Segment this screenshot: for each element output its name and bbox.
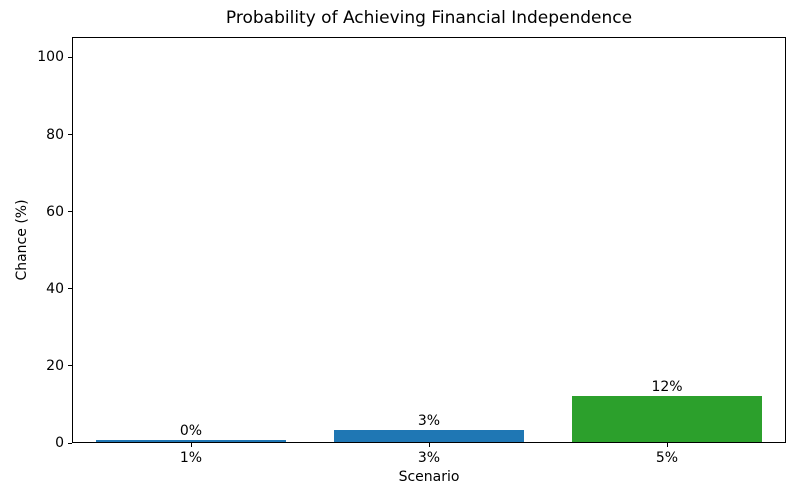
- x-tick-label: 3%: [417, 450, 441, 466]
- bar: [571, 396, 763, 442]
- plot-area: [72, 37, 786, 443]
- x-tick-label: 1%: [179, 450, 203, 466]
- y-tick-label: 60: [46, 203, 64, 220]
- bar: [95, 440, 287, 442]
- y-tick-label: 80: [46, 126, 64, 143]
- x-tick-label: 5%: [655, 450, 679, 466]
- bar-value-label: 3%: [417, 413, 441, 429]
- bar-value-label: 0%: [179, 423, 203, 439]
- y-tick-label: 100: [37, 49, 64, 66]
- y-tick-mark: [68, 442, 72, 444]
- y-tick-mark: [68, 365, 72, 367]
- chart-title: Probability of Achieving Financial Indep…: [225, 8, 633, 28]
- y-tick-label: 0: [55, 435, 64, 451]
- y-tick-mark: [68, 134, 72, 136]
- x-axis-label: Scenario: [398, 469, 460, 485]
- y-tick-mark: [68, 288, 72, 290]
- y-tick-label: 40: [46, 280, 64, 297]
- x-tick-mark: [428, 443, 430, 447]
- bar-value-label: 12%: [651, 379, 683, 395]
- y-tick-label: 20: [46, 357, 64, 374]
- bar: [333, 430, 525, 442]
- x-tick-mark: [190, 443, 192, 447]
- y-tick-mark: [68, 211, 72, 213]
- x-tick-mark: [666, 443, 668, 447]
- y-tick-mark: [68, 56, 72, 58]
